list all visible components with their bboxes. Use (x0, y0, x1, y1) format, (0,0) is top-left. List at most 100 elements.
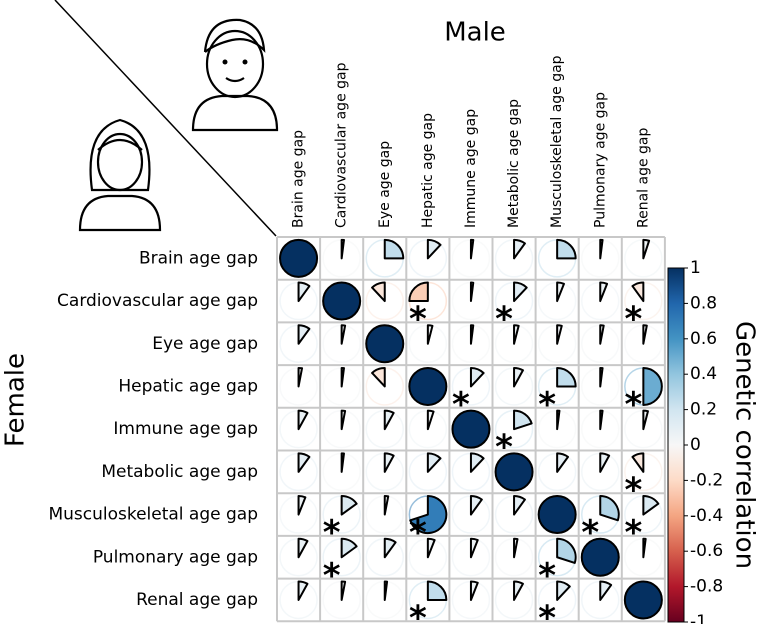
pie (556, 452, 570, 473)
colorbar (667, 267, 685, 623)
pie (297, 537, 309, 559)
significance-mark: * (409, 598, 427, 624)
pie (556, 281, 565, 303)
y-title: Female (1, 353, 31, 447)
x-tick-label: Renal age gap (635, 128, 651, 228)
pie (469, 238, 475, 260)
pie (469, 580, 479, 601)
pie (426, 537, 436, 559)
pie (513, 281, 528, 303)
pie (340, 452, 345, 473)
colorbar-tick-label: -0.2 (690, 470, 723, 490)
female-icon (78, 118, 162, 232)
pie (383, 452, 395, 473)
x-title: Male (444, 18, 506, 48)
y-tick-label: Immune age gap (113, 419, 258, 439)
pie (365, 324, 405, 364)
y-tick-label: Metabolic age gap (101, 462, 258, 482)
pie (631, 281, 645, 303)
pie (451, 409, 491, 449)
pie (599, 452, 611, 473)
pie (297, 409, 309, 431)
pie (513, 366, 524, 388)
pie (409, 495, 448, 534)
pie (599, 324, 605, 345)
pie (513, 324, 520, 345)
pie (279, 238, 319, 278)
pie (383, 409, 395, 431)
pie (383, 238, 405, 260)
pie (513, 238, 526, 260)
pie (537, 495, 577, 535)
pie (642, 495, 660, 516)
pie (383, 580, 389, 601)
significance-mark: * (538, 385, 556, 425)
pie (297, 281, 311, 303)
colorbar-tick-label: -0.4 (690, 506, 723, 526)
pie (599, 366, 604, 388)
pie (340, 366, 345, 388)
pie (469, 537, 479, 559)
significance-mark: * (409, 300, 427, 340)
pie (599, 281, 609, 303)
significance-mark: * (495, 300, 513, 340)
pie (642, 409, 649, 431)
colorbar-tick-label: -0.6 (690, 541, 723, 561)
pie (297, 452, 311, 473)
pie (642, 324, 648, 345)
x-tick-label: Cardiovascular age gap (334, 62, 350, 228)
pie (297, 324, 311, 345)
pie (556, 580, 571, 601)
pie (426, 409, 435, 431)
pie (599, 580, 613, 601)
pie (426, 580, 448, 601)
x-tick-label: Metabolic age gap (506, 99, 522, 228)
pie (383, 495, 390, 516)
colorbar-title: Genetic correlation (730, 321, 760, 569)
pie (469, 281, 475, 303)
pie (340, 495, 358, 516)
pie (642, 366, 663, 406)
significance-mark: * (624, 470, 642, 510)
significance-mark: * (323, 513, 341, 553)
pie (469, 366, 485, 388)
significance-mark: * (538, 598, 556, 624)
colorbar-tick-label: 0.6 (690, 329, 717, 349)
pie (631, 452, 645, 473)
pie (297, 366, 304, 388)
pie (371, 281, 386, 303)
x-tick-label: Immune age gap (463, 109, 479, 228)
pie (599, 409, 604, 431)
y-tick-label: Hepatic age gap (118, 376, 258, 396)
y-tick-label: Pulmonary age gap (93, 547, 258, 567)
pie (469, 452, 485, 473)
pie (513, 409, 533, 431)
colorbar-tick-label: -0.8 (690, 577, 723, 597)
x-tick-label: Musculoskeletal age gap (549, 55, 565, 228)
pie (322, 281, 362, 321)
pie (642, 537, 647, 559)
pie (371, 366, 386, 388)
pie (556, 409, 561, 431)
pie (408, 366, 448, 406)
pie (469, 324, 475, 345)
pie (426, 238, 442, 260)
pie (426, 452, 442, 473)
significance-mark: * (323, 556, 341, 596)
male-icon (191, 18, 279, 132)
y-tick-label: Cardiovascular age gap (57, 291, 258, 311)
pie (513, 537, 519, 559)
colorbar-tick-label: 0.8 (690, 293, 717, 313)
y-tick-label: Musculoskeletal age gap (48, 505, 258, 525)
significance-mark: * (624, 385, 642, 425)
pie (340, 324, 347, 345)
pie (556, 537, 577, 564)
pie (556, 366, 577, 388)
pie (642, 238, 651, 260)
pie (599, 495, 620, 522)
colorbar-tick-label: 0 (690, 435, 701, 455)
colorbar-tick-label: 0.4 (690, 364, 717, 384)
pie (513, 495, 526, 516)
significance-mark: * (538, 556, 556, 596)
